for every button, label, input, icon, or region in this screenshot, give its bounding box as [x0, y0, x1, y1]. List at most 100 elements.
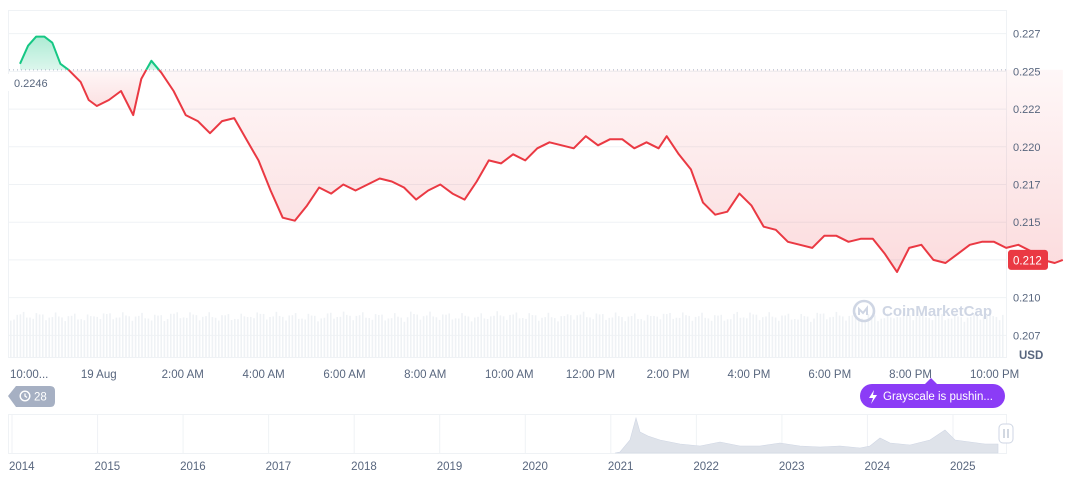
- volume-bar: [429, 311, 431, 358]
- data-point: [209, 132, 211, 134]
- volume-bar: [986, 315, 988, 358]
- volume-bar: [874, 315, 876, 358]
- volume-bar: [330, 312, 332, 358]
- volume-bar: [237, 319, 239, 358]
- volume-bar: [365, 317, 367, 358]
- volume-bar: [314, 315, 316, 358]
- volume-bar: [67, 316, 70, 358]
- data-point: [512, 153, 514, 155]
- data-point: [932, 259, 934, 261]
- volume-bar: [605, 319, 607, 358]
- data-point: [860, 238, 862, 240]
- volume-bar: [448, 313, 450, 358]
- volume-bar: [573, 319, 575, 358]
- volume-bar: [790, 319, 793, 358]
- x-tick-label: 8:00 AM: [404, 369, 446, 381]
- volume-bar: [774, 317, 777, 358]
- x-tick-label: 10:00 PM: [970, 369, 1019, 381]
- volume-bar: [960, 317, 962, 358]
- volume-bar: [368, 318, 370, 358]
- volume-bar: [624, 321, 626, 358]
- volume-bar: [810, 321, 812, 358]
- volume-bar: [502, 316, 505, 358]
- data-point: [173, 90, 175, 92]
- volume-bar: [982, 316, 985, 358]
- volume-bar: [736, 311, 738, 358]
- nav-year-label: 2024: [864, 461, 890, 473]
- navigator-area: [614, 416, 999, 454]
- data-point: [403, 187, 405, 189]
- nav-year-label: 2021: [608, 461, 634, 473]
- volume-bar: [134, 316, 137, 358]
- volume-bar: [528, 313, 530, 358]
- volume-bar: [794, 318, 796, 358]
- volume-bar: [499, 315, 502, 358]
- data-point: [80, 81, 82, 83]
- volume-bar: [435, 317, 438, 358]
- volume-bar: [227, 314, 230, 358]
- volume-bar: [608, 317, 610, 358]
- data-point: [306, 205, 308, 207]
- volume-bar: [586, 317, 588, 358]
- data-point: [270, 190, 272, 192]
- volume-bar: [355, 315, 358, 358]
- volume-bar: [493, 315, 495, 358]
- volume-bar: [250, 316, 252, 358]
- volume-bar: [170, 313, 172, 358]
- drag-handle-icon[interactable]: [998, 423, 1014, 444]
- volume-bar: [128, 316, 130, 358]
- volume-bar: [512, 314, 514, 358]
- volume-bar: [339, 316, 342, 358]
- x-tick-label: 2:00 AM: [162, 369, 204, 381]
- volume-bar: [851, 315, 854, 358]
- volume-bar: [163, 321, 166, 358]
- events-badge[interactable]: 28: [8, 386, 55, 407]
- volume-bar: [749, 312, 751, 358]
- line-down: [67, 69, 148, 117]
- volume-bar: [358, 315, 361, 358]
- volume-bar: [234, 318, 236, 358]
- volume-bar: [458, 318, 460, 358]
- volume-bar: [682, 312, 684, 358]
- volume-bar: [336, 316, 338, 358]
- data-point: [257, 159, 259, 161]
- volume-bar: [630, 316, 633, 358]
- nav-year-label: 2015: [95, 461, 121, 473]
- y-tick-label: 0.222: [1013, 104, 1041, 116]
- data-point: [19, 63, 21, 65]
- volume-bar: [310, 315, 313, 358]
- data-point: [957, 253, 959, 255]
- volume-bar: [64, 321, 66, 358]
- navigator[interactable]: 2014 2015 2016 2017 2018 2019 2020 2021 2022 2023…: [8, 414, 1014, 474]
- volume-bar: [198, 320, 201, 358]
- data-point: [1062, 259, 1064, 261]
- navigator-years: 2014 2015 2016 2017 2018 2019 2020 2021 2022 2023…: [9, 461, 976, 473]
- volume-bar: [787, 313, 790, 358]
- volume-bar: [179, 318, 182, 358]
- volume-bar: [269, 316, 271, 358]
- volume-bar: [858, 318, 860, 358]
- volume-bar: [704, 317, 706, 358]
- data-point: [197, 120, 199, 122]
- x-tick-label: 2:00 PM: [647, 369, 690, 381]
- volume-bar: [845, 320, 847, 358]
- data-point: [51, 42, 53, 44]
- volume-bar: [925, 317, 927, 358]
- volume-bar: [224, 315, 226, 358]
- data-point: [282, 217, 284, 219]
- volume-bar: [426, 315, 428, 358]
- news-pill[interactable]: Grayscale is pushin...: [860, 378, 1005, 408]
- line-up: [145, 59, 160, 71]
- x-tick-label: 10:00...: [10, 369, 48, 381]
- volume-bar: [10, 320, 12, 358]
- volume-bar: [797, 319, 799, 358]
- data-point: [645, 141, 647, 143]
- reference-value: 0.2246: [14, 78, 48, 90]
- data-point: [354, 190, 356, 192]
- volume-bar: [816, 312, 818, 358]
- volume-bar: [950, 318, 953, 358]
- data-point: [140, 78, 142, 80]
- volume-bar: [122, 312, 124, 358]
- volume-bar: [387, 318, 390, 358]
